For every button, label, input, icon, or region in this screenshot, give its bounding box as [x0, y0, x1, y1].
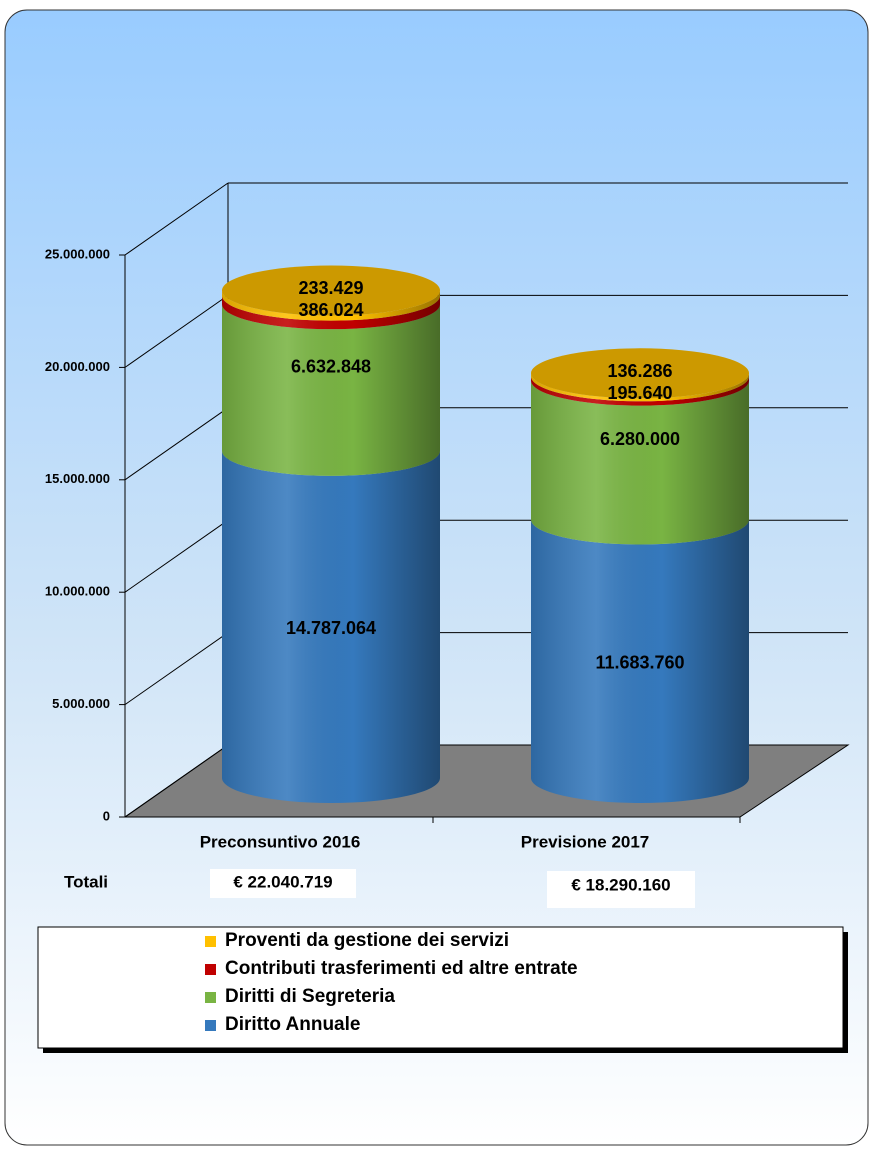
grid-line	[124, 182, 229, 256]
y-tick-label: 15.000.000	[45, 471, 110, 486]
legend-label: Diritti di Segreteria	[225, 986, 395, 1007]
legend-swatch	[205, 992, 216, 1003]
total: € 18.290.160	[571, 875, 670, 894]
grid-line	[124, 632, 229, 706]
legend-swatch	[205, 1020, 216, 1031]
grid-line	[124, 407, 229, 481]
legend	[37, 926, 844, 1049]
y-tick-label: 5.000.000	[52, 696, 110, 711]
y-tick-label: 25.000.000	[45, 246, 110, 261]
data-label: 233.429	[298, 278, 363, 298]
legend-swatch	[205, 936, 216, 947]
grid-line	[124, 519, 229, 593]
total-box	[547, 871, 695, 908]
legend-label: Proventi da gestione dei servizi	[225, 930, 509, 951]
cylinder-top	[222, 265, 440, 316]
totals-label: Totali	[64, 872, 108, 891]
cylinder-top	[531, 348, 749, 399]
x-tick-label: Preconsuntivo 2016	[200, 832, 361, 851]
x-tick-label: Previsione 2017	[521, 832, 650, 851]
data-label: 6.632.848	[291, 356, 371, 376]
y-tick-label: 20.000.000	[45, 359, 110, 374]
y-tick-label: 10.000.000	[45, 584, 110, 599]
data-label: 14.787.064	[286, 618, 376, 638]
data-label: 6.280.000	[600, 429, 680, 449]
legend-swatch	[205, 964, 216, 975]
top-shade	[531, 348, 749, 399]
plot: 0 5.000.000 10.000.000 15.000.000 20.000.000…	[45, 182, 848, 851]
legend-label: Contributi trasferimenti ed altre entrat…	[225, 958, 578, 979]
shading	[531, 373, 749, 803]
data-label: 11.683.760	[595, 653, 684, 673]
total: € 22.040.719	[233, 872, 332, 891]
grid-line	[124, 744, 229, 818]
y-tick-label: 0	[103, 808, 110, 823]
legend-label: Diritto Annuale	[225, 1014, 360, 1035]
data-label: 136.286	[607, 361, 672, 381]
legend-items: Proventi da gestione dei servizi Contribu…	[205, 930, 578, 1035]
total-box	[210, 869, 356, 898]
top-shade	[222, 265, 440, 316]
grid-line	[124, 294, 229, 368]
shading	[222, 290, 440, 803]
data-label: 195.640	[607, 383, 672, 403]
data-label: 386.024	[298, 300, 363, 320]
